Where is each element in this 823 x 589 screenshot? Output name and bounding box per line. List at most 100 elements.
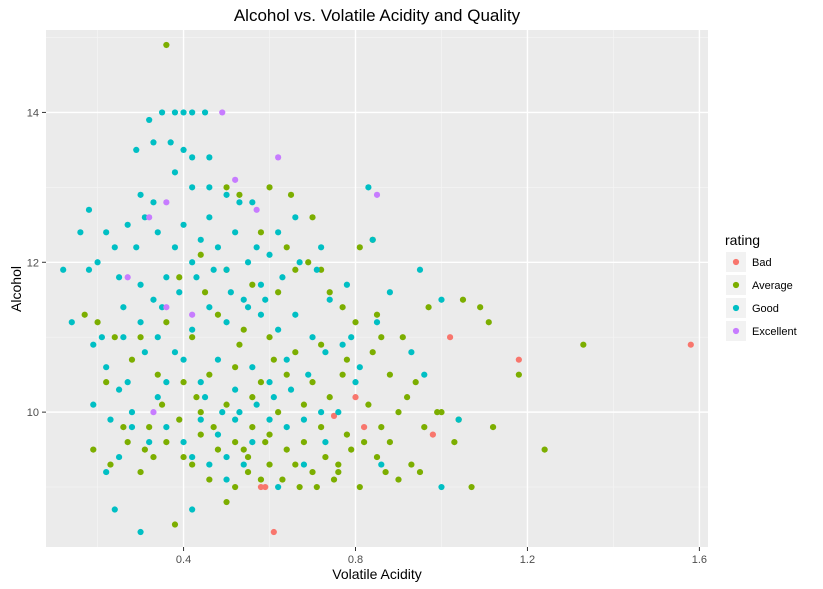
data-points bbox=[60, 41, 694, 536]
data-point bbox=[180, 379, 187, 386]
data-point bbox=[232, 229, 239, 236]
data-point bbox=[163, 424, 170, 431]
data-point bbox=[309, 214, 316, 221]
data-point bbox=[249, 394, 256, 401]
legend-item-average: Average bbox=[726, 275, 793, 295]
data-point bbox=[189, 154, 196, 161]
data-point bbox=[399, 334, 406, 341]
data-point bbox=[176, 289, 183, 296]
data-point bbox=[189, 184, 196, 191]
data-point bbox=[244, 259, 252, 266]
data-point bbox=[292, 349, 299, 356]
data-point bbox=[438, 409, 445, 416]
data-point bbox=[416, 266, 424, 273]
data-point bbox=[262, 296, 269, 303]
data-point bbox=[128, 356, 136, 363]
data-point bbox=[163, 304, 170, 311]
data-point bbox=[236, 199, 243, 206]
data-point bbox=[137, 191, 144, 198]
data-point bbox=[158, 304, 166, 311]
data-point bbox=[244, 304, 252, 311]
data-point bbox=[146, 214, 153, 221]
data-point bbox=[214, 446, 222, 453]
data-point bbox=[266, 251, 273, 258]
data-point bbox=[356, 364, 363, 371]
data-point bbox=[124, 439, 131, 446]
data-point bbox=[339, 341, 346, 348]
data-point bbox=[223, 266, 230, 273]
legend-swatch bbox=[732, 327, 740, 335]
data-point bbox=[403, 394, 411, 401]
data-point bbox=[180, 221, 187, 228]
data-point bbox=[296, 483, 303, 491]
data-point bbox=[244, 453, 252, 461]
series-good bbox=[60, 109, 462, 536]
data-point bbox=[214, 311, 222, 318]
data-point bbox=[343, 281, 351, 288]
data-point bbox=[266, 379, 273, 386]
data-point bbox=[257, 229, 265, 236]
data-point bbox=[150, 139, 157, 146]
data-point bbox=[408, 461, 415, 468]
data-point bbox=[416, 468, 424, 476]
data-point bbox=[275, 483, 282, 491]
data-point bbox=[515, 371, 522, 378]
data-point bbox=[206, 154, 213, 161]
data-point bbox=[150, 296, 157, 303]
data-point bbox=[365, 184, 372, 191]
data-point bbox=[434, 409, 441, 416]
x-tick-label: 0.4 bbox=[176, 554, 191, 566]
data-point bbox=[283, 424, 290, 431]
legend-item-excellent: Excellent bbox=[726, 321, 797, 341]
data-point bbox=[94, 259, 101, 266]
data-point bbox=[249, 281, 256, 288]
data-point bbox=[485, 319, 492, 326]
data-point bbox=[180, 439, 187, 446]
data-point bbox=[412, 379, 419, 386]
data-point bbox=[361, 439, 368, 446]
data-point bbox=[163, 439, 170, 446]
data-point bbox=[232, 439, 239, 446]
data-point bbox=[373, 311, 381, 318]
data-point bbox=[223, 476, 230, 483]
data-point bbox=[81, 311, 88, 318]
data-point bbox=[515, 356, 522, 363]
data-point bbox=[197, 379, 204, 386]
data-point bbox=[171, 169, 179, 176]
data-point bbox=[124, 274, 131, 281]
data-point bbox=[214, 431, 222, 438]
data-point bbox=[395, 409, 402, 416]
data-point bbox=[189, 461, 196, 468]
data-point bbox=[180, 453, 187, 461]
data-point bbox=[305, 259, 312, 266]
data-point bbox=[477, 304, 484, 311]
data-point bbox=[253, 206, 260, 213]
data-point bbox=[133, 244, 140, 251]
data-point bbox=[275, 229, 282, 236]
data-point bbox=[115, 386, 123, 393]
data-point bbox=[283, 244, 290, 251]
data-point bbox=[300, 401, 308, 408]
data-point bbox=[206, 214, 213, 221]
data-point bbox=[163, 319, 170, 326]
data-point bbox=[124, 379, 131, 386]
data-point bbox=[356, 483, 363, 491]
data-point bbox=[270, 528, 277, 536]
data-point bbox=[313, 266, 320, 273]
data-point bbox=[459, 296, 467, 303]
data-point bbox=[343, 431, 351, 438]
data-point bbox=[141, 446, 148, 453]
data-point bbox=[189, 506, 196, 513]
data-point bbox=[287, 191, 295, 198]
data-point bbox=[348, 446, 355, 453]
data-point bbox=[137, 468, 144, 476]
y-axis-title: Alcohol bbox=[8, 266, 24, 312]
data-point bbox=[219, 409, 226, 416]
data-point bbox=[176, 416, 183, 423]
data-point bbox=[197, 416, 204, 423]
data-point bbox=[163, 379, 170, 386]
data-point bbox=[287, 386, 295, 393]
data-point bbox=[365, 401, 372, 408]
data-point bbox=[232, 176, 239, 183]
data-point bbox=[128, 424, 136, 431]
